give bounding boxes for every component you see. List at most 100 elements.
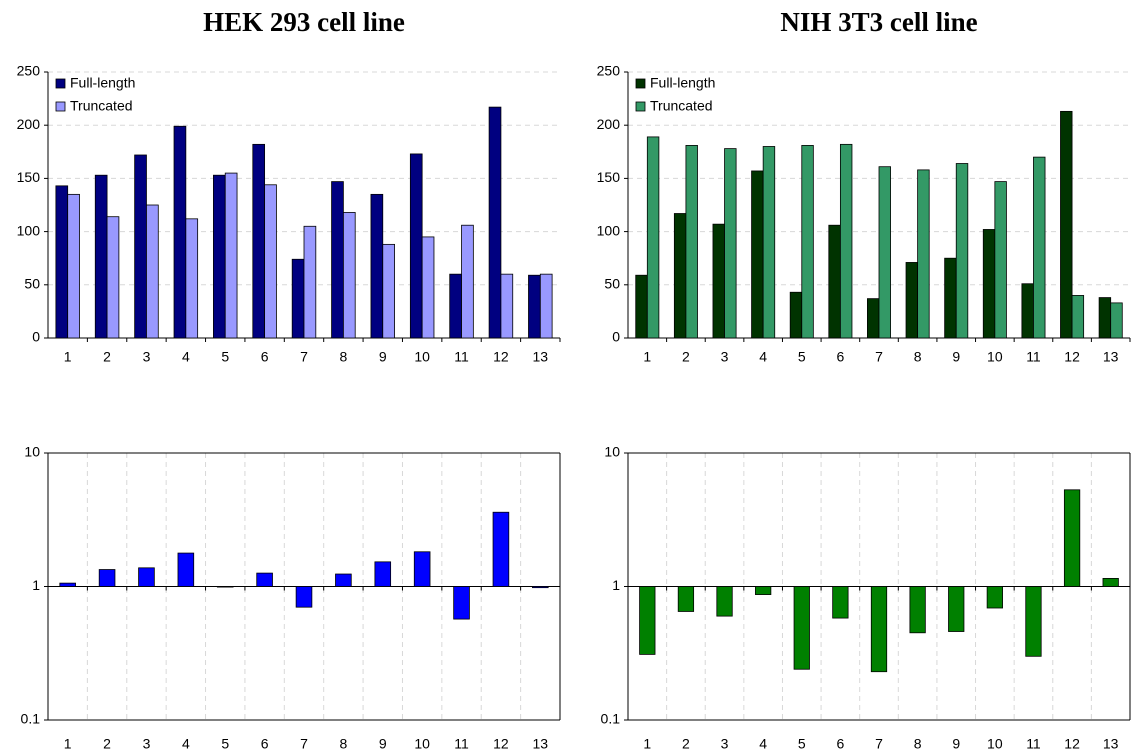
y-tick-label: 100 bbox=[597, 222, 621, 238]
y-tick-label: 50 bbox=[604, 276, 620, 292]
x-tick-label: 8 bbox=[339, 736, 347, 752]
bar bbox=[712, 223, 725, 339]
x-tick-label: 5 bbox=[798, 736, 806, 752]
bar bbox=[878, 166, 891, 339]
bar bbox=[539, 273, 553, 339]
bar bbox=[909, 586, 926, 634]
bar bbox=[870, 586, 888, 673]
bar bbox=[453, 586, 470, 620]
x-tick-label: 5 bbox=[221, 736, 229, 752]
x-tick-label: 9 bbox=[952, 736, 960, 752]
legend-swatch bbox=[635, 78, 646, 89]
bar bbox=[461, 224, 474, 339]
y-tick-label: 0 bbox=[32, 329, 40, 345]
bar bbox=[635, 274, 648, 339]
bar bbox=[303, 225, 317, 339]
x-tick-label: 1 bbox=[64, 736, 72, 752]
legend-swatch bbox=[55, 78, 66, 89]
bar bbox=[59, 582, 76, 587]
bar bbox=[216, 586, 234, 588]
bar bbox=[1025, 586, 1042, 657]
bar bbox=[724, 148, 737, 339]
x-tick-label: 12 bbox=[493, 736, 509, 752]
y-tick-label: 1 bbox=[32, 577, 40, 593]
bar bbox=[982, 229, 996, 339]
x-tick-label: 4 bbox=[182, 349, 190, 365]
chart-title: HEK 293 cell line bbox=[203, 7, 405, 37]
bar bbox=[488, 106, 502, 339]
x-tick-label: 2 bbox=[103, 736, 111, 752]
x-tick-label: 3 bbox=[143, 349, 151, 365]
y-tick-label: 150 bbox=[597, 169, 621, 185]
bar bbox=[955, 163, 969, 339]
y-tick-label: 10 bbox=[24, 444, 40, 460]
bar bbox=[185, 218, 199, 339]
legend-label: Full-length bbox=[70, 75, 135, 91]
x-tick-label: 12 bbox=[1064, 736, 1080, 752]
x-tick-label: 7 bbox=[300, 349, 308, 365]
bar bbox=[832, 586, 849, 619]
bar bbox=[291, 258, 305, 339]
bar bbox=[532, 586, 549, 589]
bar bbox=[716, 586, 733, 617]
x-tick-label: 12 bbox=[1064, 349, 1080, 365]
x-tick-label: 7 bbox=[875, 736, 883, 752]
x-tick-label: 13 bbox=[1103, 736, 1119, 752]
bar bbox=[1098, 297, 1112, 339]
bar bbox=[994, 181, 1007, 339]
x-tick-label: 11 bbox=[1026, 736, 1041, 752]
x-tick-label: 2 bbox=[682, 736, 690, 752]
legend-label: Truncated bbox=[650, 98, 713, 114]
x-tick-label: 3 bbox=[721, 349, 729, 365]
x-tick-label: 3 bbox=[143, 736, 151, 752]
chart-title: NIH 3T3 cell line bbox=[780, 7, 977, 37]
bar bbox=[146, 204, 159, 339]
bar bbox=[1021, 283, 1034, 339]
bar bbox=[106, 216, 120, 339]
x-tick-label: 1 bbox=[64, 349, 72, 365]
bar bbox=[67, 193, 80, 339]
bar bbox=[331, 181, 344, 339]
bar bbox=[421, 236, 435, 339]
x-tick-label: 7 bbox=[875, 349, 883, 365]
bar bbox=[793, 586, 810, 670]
bar bbox=[528, 274, 541, 339]
bar bbox=[224, 172, 238, 339]
x-tick-label: 11 bbox=[1026, 349, 1041, 365]
x-tick-label: 6 bbox=[261, 349, 269, 365]
bar bbox=[677, 586, 695, 612]
x-tick-label: 11 bbox=[454, 736, 469, 752]
x-tick-label: 10 bbox=[987, 349, 1003, 365]
bar bbox=[948, 586, 965, 632]
bar bbox=[789, 291, 803, 339]
bar bbox=[98, 569, 116, 587]
x-tick-label: 6 bbox=[261, 736, 269, 752]
bar bbox=[213, 174, 226, 339]
x-tick-label: 13 bbox=[533, 736, 549, 752]
y-tick-label: 150 bbox=[17, 169, 41, 185]
bar bbox=[252, 143, 266, 339]
y-tick-label: 50 bbox=[24, 276, 40, 292]
bar bbox=[138, 567, 155, 587]
bar bbox=[55, 185, 69, 339]
x-tick-label: 10 bbox=[987, 736, 1003, 752]
x-tick-label: 5 bbox=[798, 349, 806, 365]
bar bbox=[370, 193, 384, 339]
bar bbox=[264, 184, 277, 339]
x-tick-label: 2 bbox=[103, 349, 111, 365]
bar bbox=[839, 143, 853, 339]
bar bbox=[917, 169, 930, 339]
bar bbox=[335, 573, 352, 587]
bar bbox=[256, 572, 273, 587]
bar bbox=[1110, 302, 1123, 339]
bar bbox=[413, 551, 431, 587]
y-tick-label: 100 bbox=[17, 222, 41, 238]
legend-label: Truncated bbox=[70, 98, 133, 114]
x-tick-label: 8 bbox=[914, 736, 922, 752]
x-tick-label: 6 bbox=[836, 736, 844, 752]
x-tick-label: 7 bbox=[300, 736, 308, 752]
x-tick-label: 1 bbox=[643, 349, 651, 365]
bar bbox=[94, 174, 108, 339]
x-tick-label: 11 bbox=[454, 349, 469, 365]
